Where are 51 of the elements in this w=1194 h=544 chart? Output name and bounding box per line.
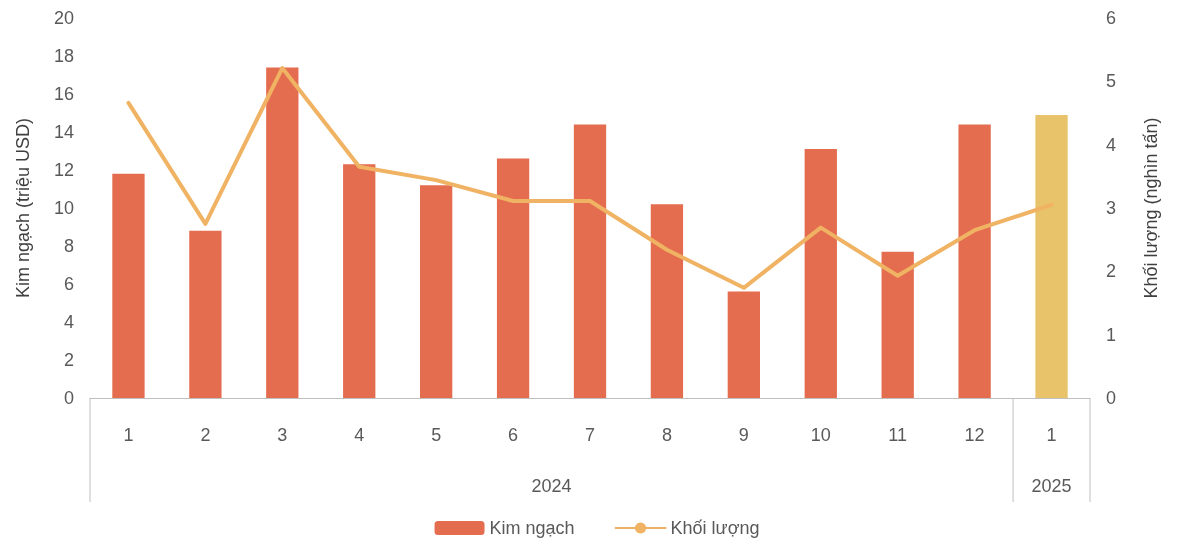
text: 2024 [531,476,572,496]
bar [650,204,684,398]
y-tick-label: 16 [53,84,74,104]
bar [189,230,222,398]
x-tick-label: 3 [277,425,288,445]
y-tick-label: 12 [53,160,74,180]
y2-axis-title: Khối lượng (nghìn tấn) [1141,117,1161,299]
y-axis-title: Kim ngạch (triệu USD) [13,117,33,299]
bar [112,173,145,398]
bar [266,67,299,398]
x-tick-label: 2 [200,425,211,445]
y2-tick-label: 3 [1106,198,1117,218]
y-tick-label: 2 [63,350,74,370]
x-tick-label: 1 [1046,425,1057,445]
bar [343,164,376,398]
legend-label: Kim ngạch [489,518,575,538]
y-tick-label: 6 [63,274,74,294]
x-tick-label: 1 [123,425,134,445]
y-tick-label: 14 [53,122,74,142]
y2-tick-label: 2 [1106,261,1117,282]
bar [804,149,837,398]
x-tick-label: 8 [661,425,672,445]
bar [727,291,760,398]
y2-tick-label: 1 [1106,324,1117,345]
x-tick-label: 11 [888,425,908,445]
y2-tick-label: 4 [1106,134,1117,155]
text: 2025 [1031,476,1072,496]
x-tick-label: 7 [584,425,596,445]
bar [958,124,991,398]
x-tick-label: 5 [431,425,442,445]
y-tick-label: 20 [53,8,74,28]
y2-tick-label: 6 [1106,8,1117,28]
x-tick-label: 9 [738,425,749,445]
x-tick-label: 6 [508,425,519,445]
x-tick-label: 10 [810,425,831,445]
y2-tick-label: 0 [1106,388,1117,408]
line-series [126,66,1054,290]
y-tick-label: 10 [53,198,74,218]
legend-label: Khối lượng [670,518,760,538]
y-tick-label: 18 [53,46,74,66]
bar [573,124,607,398]
y-tick-label: 8 [63,236,74,256]
bar [420,185,453,398]
bar [1035,114,1068,398]
y-tick-label: 0 [63,388,74,408]
y-tick-label: 4 [63,312,74,332]
bar [881,251,914,398]
y2-tick-label: 5 [1106,71,1117,92]
x-tick-label: 12 [964,425,985,445]
x-tick-label: 4 [354,425,365,445]
bar [496,158,530,398]
